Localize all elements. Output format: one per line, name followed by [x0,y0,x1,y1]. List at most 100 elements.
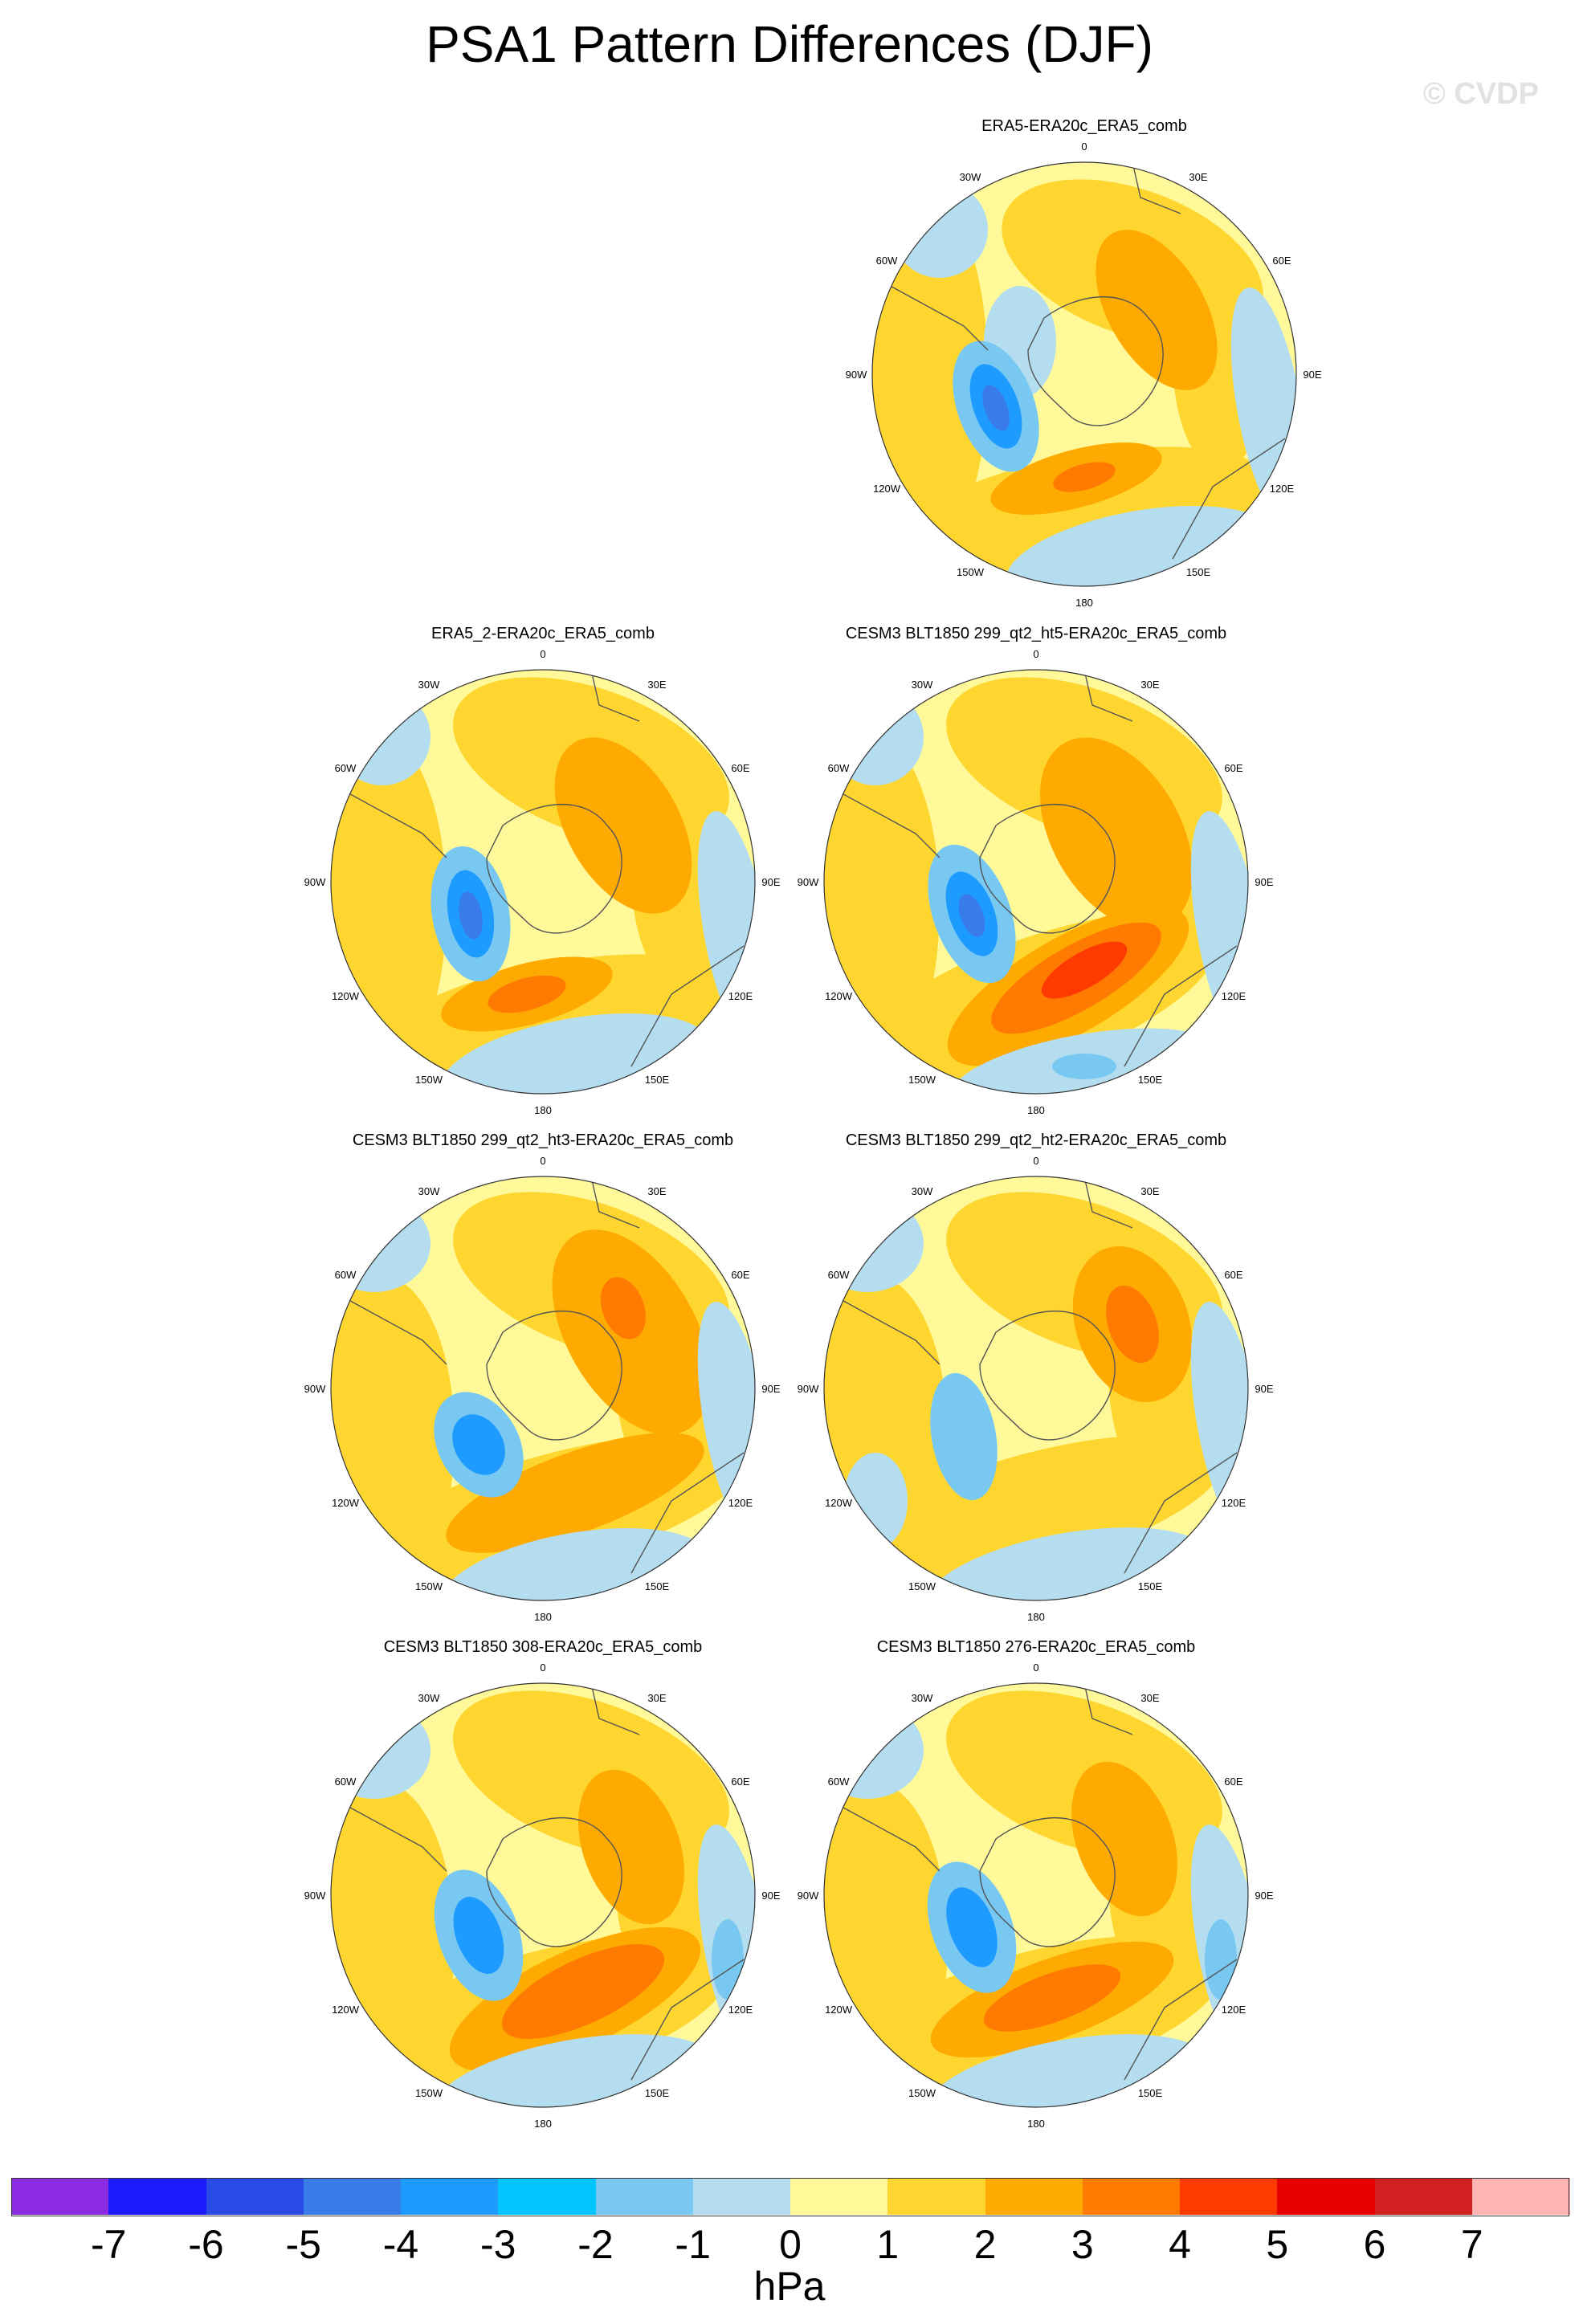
longitude-label: 150E [645,1074,670,1086]
map-panel-era5: ERA5-ERA20c_ERA5_comb 0 30E 60E 90E 120E 150E… [827,117,1341,609]
longitude-label: 60E [1272,255,1291,267]
longitude-label: 30W [418,1185,440,1197]
longitude-label: 90E [761,1383,780,1395]
longitude-label: 30W [418,679,440,691]
colorbar-tick-label: 2 [973,2222,997,2267]
contour-region [925,2034,1211,2107]
longitude-label: 120W [825,2004,853,2016]
antarctica-coastline [979,1816,1116,1947]
longitude-label: 0 [1081,141,1087,153]
longitude-label: 30E [647,1692,666,1704]
polar-map: 0 30E 60E 90E 120E 150E 180 150W 120W 90W 60W 30W [304,1661,781,2130]
longitude-label: 0 [540,1155,545,1167]
contour-region [1096,230,1218,390]
australia-coastline [630,1452,745,1574]
contour-region [453,1897,504,1974]
polar-map: 0 30E 60E 90E 120E 150E 180 150W 120W 90W 60W 30W [798,648,1274,1116]
south-america-coastline [826,1291,940,1365]
antarctica-coastline [486,1816,622,1947]
colorbar-swatch [1374,2178,1473,2215]
contour-field [331,1683,755,2107]
longitude-label: 90W [846,369,867,381]
longitude-label: 180 [1027,1104,1045,1116]
contour-region [1106,1285,1159,1364]
south-america-coastline [333,1291,447,1365]
australia-coastline [1124,1959,1238,2081]
colorbar-tick-label: 1 [876,2222,900,2267]
colorbar-tick-label: -5 [285,2222,321,2267]
contour-region [1205,1919,1237,2000]
longitude-label: 150W [415,1074,443,1086]
panel-title: CESM3 BLT1850 299_qt2_ht5-ERA20c_ERA5_co… [845,625,1227,642]
contour-region [554,737,692,914]
longitude-label: 90E [1255,1383,1273,1395]
longitude-label: 150E [645,1580,670,1592]
contour-region [1053,462,1116,492]
copyright-watermark: © CVDP [1422,77,1539,111]
longitude-label: 60E [731,762,749,774]
longitude-label: 120W [332,2004,360,2016]
polar-map: 0 30E 60E 90E 120E 150E 180 150W 120W 90W 60W 30W [304,1155,781,1623]
map-panel-era5-2: ERA5_2-ERA20c_ERA5_comb 0 30E 60E 90E 120E 15… [286,625,800,1116]
map-border [823,669,1249,1095]
map-border [871,161,1297,587]
africa-coastline [1083,670,1133,722]
map-panel-308: CESM3 BLT1850 308-ERA20c_ERA5_comb 0 30E 6… [286,1638,800,2130]
polar-map: 0 30E 60E 90E 120E 150E 180 150W 120W 90W 60W 30W [798,1155,1274,1623]
contour-field [331,1176,755,1600]
south-america-coastline [333,1798,447,1872]
longitude-label: 30E [1140,679,1159,691]
polar-map: 0 30E 60E 90E 120E 150E 180 150W 120W 90W 60W 30W [798,1661,1274,2130]
longitude-label: 30W [960,171,981,183]
colorbar-swatch [11,2178,109,2215]
colorbar-tick-label: 5 [1266,2222,1289,2267]
contour-field [824,670,1248,1094]
longitude-label: 120W [332,1497,360,1509]
australia-coastline [630,1959,745,2081]
longitude-label: 90E [1303,369,1321,381]
antarctica-coastline [979,1310,1116,1441]
colorbar-tick-label: 3 [1071,2222,1094,2267]
longitude-label: 180 [534,2118,552,2130]
map-panel-276: CESM3 BLT1850 276-ERA20c_ERA5_comb 0 30E 6… [779,1638,1293,2130]
longitude-label: 120E [728,1497,753,1509]
contour-field [331,670,755,1094]
longitude-label: 90W [798,1383,819,1395]
longitude-label: 150W [908,2087,936,2099]
contour-region [1052,1054,1116,1079]
longitude-label: 90E [761,876,780,888]
colorbar-swatch [887,2178,985,2215]
antarctica-coastline [486,1310,622,1441]
colorbar-tick-label: -3 [480,2222,516,2267]
longitude-label: 30E [1140,1692,1159,1704]
colorbar-tick-label: -2 [577,2222,614,2267]
contour-field [824,1176,1248,1600]
longitude-label: 150E [1138,1074,1163,1086]
longitude-label: 30W [912,679,933,691]
colorbar-labels: -7 -6 -5 -4 -3 -2 -1 0 1 2 3 4 5 6 7 [0,2216,1579,2267]
colorbar-swatch [206,2178,304,2215]
map-border [330,1682,756,2108]
longitude-label: 30E [647,1185,666,1197]
contour-field [824,1683,1248,2107]
colorbar-swatch [790,2178,888,2215]
longitude-label: 30E [1140,1185,1159,1197]
colorbar-swatch [692,2178,791,2215]
map-border [330,1176,756,1601]
longitude-label: 150E [1138,2087,1163,2099]
colorbar-tick-label: 7 [1460,2222,1483,2267]
contour-region [501,1944,665,2039]
antarctica-coastline [1027,296,1164,426]
south-america-coastline [826,1798,940,1872]
longitude-label: 90W [304,876,326,888]
map-border [330,669,756,1095]
longitude-label: 30E [1189,171,1207,183]
longitude-label: 60W [335,1776,357,1788]
contour-region [488,975,566,1013]
longitude-label: 60W [828,1776,850,1788]
south-america-coastline [826,785,940,858]
contour-region [958,894,985,937]
colorbar-swatch [1180,2178,1278,2215]
longitude-label: 60W [828,1269,850,1281]
colorbar-swatch [401,2178,499,2215]
